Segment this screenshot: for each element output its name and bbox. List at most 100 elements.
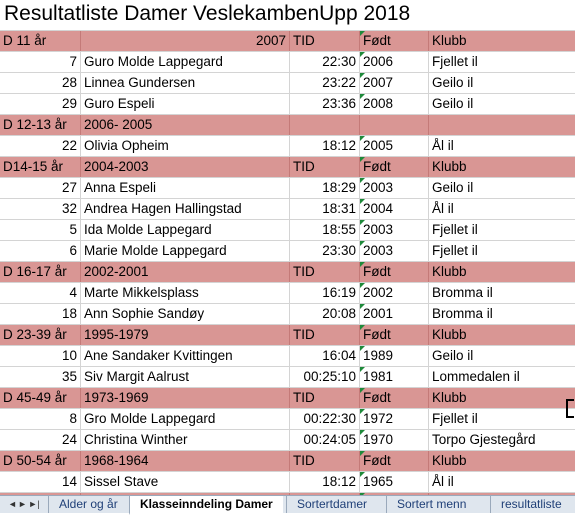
club-cell[interactable]: Fjellet il bbox=[428, 409, 575, 429]
class-or-number-cell[interactable]: 4 bbox=[69, 285, 77, 300]
class-or-number-cell[interactable]: D 12-13 år bbox=[3, 117, 67, 132]
name-cell[interactable]: Guro Espeli bbox=[80, 94, 289, 114]
name-cell[interactable]: Andrea Hagen Hallingstad bbox=[80, 199, 289, 219]
class-or-number-cell[interactable]: D 50-54 år bbox=[3, 453, 67, 468]
year-cell[interactable]: 1972 bbox=[359, 409, 428, 429]
name-cell[interactable]: 1968-1964 bbox=[80, 451, 289, 471]
class-or-number-cell[interactable]: 29 bbox=[61, 96, 77, 111]
class-or-number-cell[interactable]: D 16-17 år bbox=[3, 264, 67, 279]
name-cell[interactable]: Gro Molde Lappegard bbox=[80, 409, 289, 429]
class-or-number-cell[interactable]: D 23-39 år bbox=[3, 327, 67, 342]
club-cell[interactable]: Ål il bbox=[428, 199, 575, 219]
year-cell[interactable]: Født bbox=[359, 157, 428, 177]
club-cell[interactable]: Klubb bbox=[428, 325, 575, 345]
class-or-number-cell[interactable]: 22 bbox=[61, 138, 77, 153]
year-cell[interactable]: Født bbox=[359, 262, 428, 282]
class-or-number-cell[interactable]: 24 bbox=[61, 432, 77, 447]
name-cell[interactable]: Linnea Gundersen bbox=[80, 73, 289, 93]
class-or-number-cell[interactable]: 5 bbox=[69, 222, 77, 237]
time-cell[interactable]: 23:22 bbox=[289, 73, 359, 93]
club-cell[interactable]: Geilo il bbox=[428, 73, 575, 93]
club-cell[interactable]: Klubb bbox=[428, 493, 575, 495]
last-sheet-icon[interactable]: ►| bbox=[28, 499, 40, 509]
time-cell[interactable]: 18:31 bbox=[289, 199, 359, 219]
year-cell[interactable]: 2001 bbox=[359, 304, 428, 324]
class-or-number-cell[interactable]: 18 bbox=[61, 306, 77, 321]
next-sheet-icon[interactable]: ► bbox=[18, 499, 27, 509]
club-cell[interactable]: Ål il bbox=[428, 472, 575, 492]
class-or-number-cell[interactable]: 32 bbox=[61, 201, 77, 216]
selected-cell[interactable] bbox=[566, 399, 574, 418]
time-cell[interactable]: 22:30 bbox=[289, 52, 359, 72]
name-cell[interactable]: Ane Sandaker Kvittingen bbox=[80, 346, 289, 366]
year-cell[interactable]: 2008 bbox=[359, 94, 428, 114]
year-cell[interactable]: 2003 bbox=[359, 178, 428, 198]
time-cell[interactable]: 00:25:10 bbox=[289, 367, 359, 387]
time-cell[interactable]: 20:08 bbox=[289, 304, 359, 324]
time-cell[interactable]: 00:24:05 bbox=[289, 430, 359, 450]
class-or-number-cell[interactable]: 35 bbox=[61, 369, 77, 384]
time-cell[interactable]: TID bbox=[289, 325, 359, 345]
name-cell[interactable]: Christina Winther bbox=[80, 430, 289, 450]
time-cell[interactable]: 23:36 bbox=[289, 94, 359, 114]
class-or-number-cell[interactable]: 27 bbox=[61, 180, 77, 195]
class-or-number-cell[interactable]: D 45-49 år bbox=[3, 390, 67, 405]
class-or-number-cell[interactable]: D14-15 år bbox=[3, 159, 64, 174]
name-cell[interactable]: Ida Molde Lappegard bbox=[80, 220, 289, 240]
time-cell[interactable]: 18:29 bbox=[289, 178, 359, 198]
time-cell[interactable]: TID bbox=[289, 493, 359, 495]
tab-sortertdamer[interactable]: Sortertdamer bbox=[286, 496, 377, 513]
year-cell[interactable]: Født bbox=[359, 388, 428, 408]
name-cell[interactable]: Sissel Stave bbox=[80, 472, 289, 492]
name-cell[interactable]: Ann Sophie Sandøy bbox=[80, 304, 289, 324]
year-cell[interactable]: 1970 bbox=[359, 430, 428, 450]
class-or-number-cell[interactable]: D 11 år bbox=[3, 33, 47, 48]
club-cell[interactable]: Ål il bbox=[428, 136, 575, 156]
time-cell[interactable]: 18:12 bbox=[289, 136, 359, 156]
class-or-number-cell[interactable]: 8 bbox=[69, 411, 77, 426]
class-or-number-cell[interactable]: 7 bbox=[69, 54, 77, 69]
name-cell[interactable]: Marie Molde Lappegard bbox=[80, 241, 289, 261]
club-cell[interactable]: Geilo il bbox=[428, 346, 575, 366]
name-cell[interactable]: Guro Molde Lappegard bbox=[80, 52, 289, 72]
name-cell[interactable]: 2004-2003 bbox=[80, 157, 289, 177]
club-cell[interactable] bbox=[428, 115, 575, 135]
time-cell[interactable]: 23:30 bbox=[289, 241, 359, 261]
year-cell[interactable]: 2006 bbox=[359, 52, 428, 72]
tab-klasseinndeling-damer[interactable]: Klasseinndeling Damer bbox=[129, 496, 283, 515]
club-cell[interactable]: Torpo Gjestegård bbox=[428, 430, 575, 450]
year-cell[interactable]: 2003 bbox=[359, 241, 428, 261]
year-cell[interactable]: 1965 bbox=[359, 472, 428, 492]
time-cell[interactable]: 16:04 bbox=[289, 346, 359, 366]
year-cell[interactable]: 2004 bbox=[359, 199, 428, 219]
tab-resultatliste[interactable]: resultatliste bbox=[490, 496, 572, 513]
year-cell[interactable]: Født bbox=[359, 31, 428, 51]
name-cell[interactable]: Olivia Opheim bbox=[80, 136, 289, 156]
club-cell[interactable]: Klubb bbox=[428, 451, 575, 471]
name-cell[interactable]: 2002-2001 bbox=[80, 262, 289, 282]
class-or-number-cell[interactable]: 10 bbox=[61, 348, 77, 363]
club-cell[interactable]: Bromma il bbox=[428, 283, 575, 303]
time-cell[interactable]: 18:12 bbox=[289, 472, 359, 492]
year-cell[interactable]: 2002 bbox=[359, 283, 428, 303]
name-cell[interactable]: Siv Margit Aalrust bbox=[80, 367, 289, 387]
year-cell[interactable]: Født bbox=[359, 325, 428, 345]
year-cell[interactable]: Født bbox=[359, 493, 428, 495]
year-cell[interactable]: 2003 bbox=[359, 220, 428, 240]
year-cell[interactable]: Født bbox=[359, 451, 428, 471]
time-cell[interactable]: 18:55 bbox=[289, 220, 359, 240]
year-cell[interactable]: 2007 bbox=[359, 73, 428, 93]
spreadsheet-grid[interactable]: D 11 år 2007 TID Født Klubb 7 Guro Molde Lappe… bbox=[0, 30, 575, 495]
name-cell[interactable]: Anna Espeli bbox=[80, 178, 289, 198]
time-cell[interactable]: TID bbox=[289, 451, 359, 471]
name-cell[interactable]: 2007 bbox=[80, 31, 289, 51]
club-cell[interactable]: Klubb bbox=[428, 31, 575, 51]
club-cell[interactable]: Geilo il bbox=[428, 94, 575, 114]
club-cell[interactable]: Geilo il bbox=[428, 178, 575, 198]
name-cell[interactable]: 2006- 2005 bbox=[80, 115, 289, 135]
club-cell[interactable]: Klubb bbox=[428, 388, 575, 408]
tab-sortert-menn[interactable]: Sortert menn bbox=[386, 496, 476, 513]
name-cell[interactable]: 1995-1979 bbox=[80, 325, 289, 345]
club-cell[interactable]: Fjellet il bbox=[428, 241, 575, 261]
class-or-number-cell[interactable]: 28 bbox=[61, 75, 77, 90]
